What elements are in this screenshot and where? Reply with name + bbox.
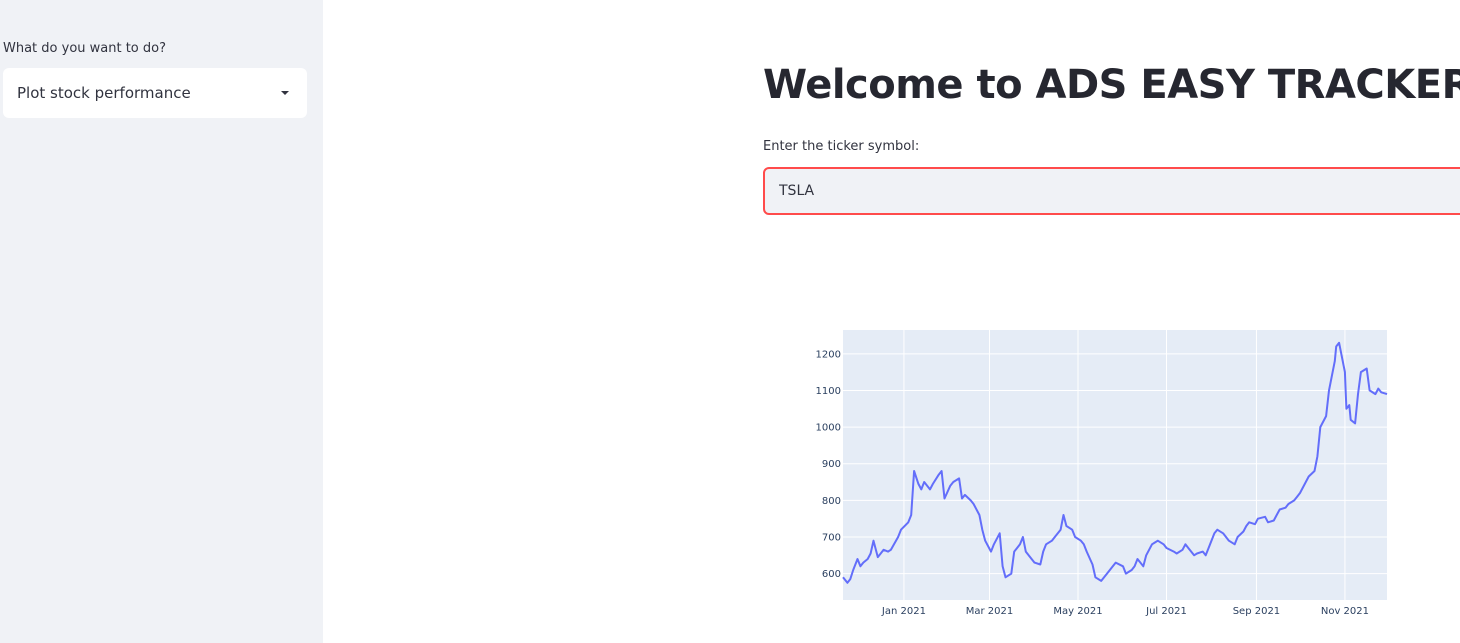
x-tick-label: Mar 2021 [966, 606, 1014, 617]
x-tick-label: Jul 2021 [1145, 606, 1187, 617]
action-select[interactable]: Plot stock performance [3, 68, 307, 118]
x-tick-label: Jan 2021 [881, 606, 926, 617]
y-tick-label: 1200 [816, 349, 841, 360]
x-tick-label: May 2021 [1053, 606, 1102, 617]
action-select-label: What do you want to do? [3, 41, 167, 56]
ticker-input-label: Enter the ticker symbol: [763, 139, 920, 154]
sidebar: What do you want to do? Plot stock perfo… [0, 0, 323, 643]
y-tick-label: 1000 [816, 423, 841, 434]
page-title: Welcome to ADS EASY TRACKER! [763, 62, 1460, 108]
ticker-input[interactable] [765, 169, 1460, 213]
y-tick-label: 900 [822, 459, 841, 470]
ticker-input-wrapper [763, 167, 1460, 215]
caret-down-icon[interactable] [281, 91, 289, 95]
x-tick-label: Nov 2021 [1321, 606, 1369, 617]
price-line [842, 341, 1388, 584]
x-tick-label: Sep 2021 [1233, 606, 1280, 617]
stock-price-chart: 600 700 800 900 1000 1100 1200 Jan 2021 Mar 2021… [816, 330, 1388, 617]
action-select-value: Plot stock performance [17, 84, 191, 102]
plot-area [843, 330, 1387, 600]
y-tick-label: 700 [822, 532, 841, 543]
y-tick-label: 800 [822, 496, 841, 507]
y-tick-label: 600 [822, 569, 841, 580]
y-tick-label: 1100 [816, 386, 841, 397]
